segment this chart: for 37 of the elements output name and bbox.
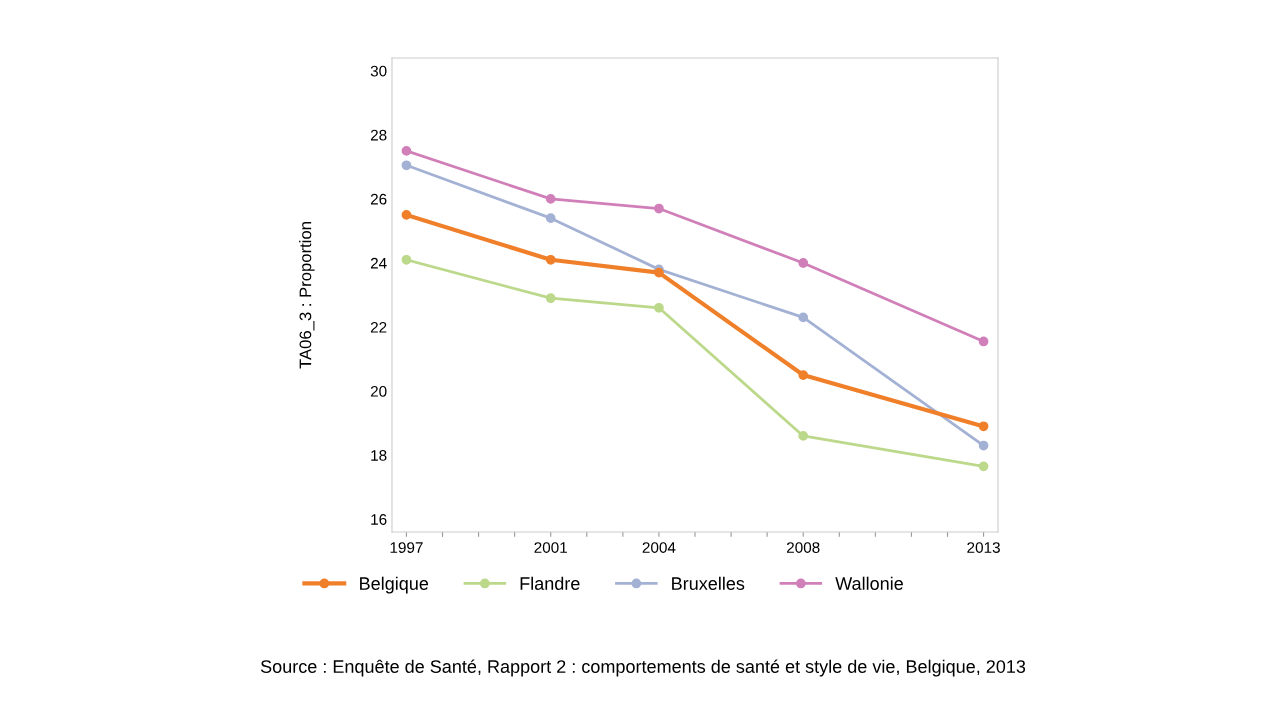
legend-label: Belgique xyxy=(360,576,429,594)
legend-label: Bruxelles xyxy=(672,576,745,590)
point xyxy=(545,194,556,204)
x-tick-label: 1997 xyxy=(390,542,423,553)
point xyxy=(798,431,809,441)
point xyxy=(401,254,412,265)
point xyxy=(798,370,809,380)
y-axis-title: TA06_3 : Proportion xyxy=(299,222,315,369)
point xyxy=(401,160,412,171)
y-tick-label: 30 xyxy=(370,65,387,77)
y-tick-label: 16 xyxy=(371,514,387,525)
point xyxy=(401,146,412,156)
point xyxy=(545,254,556,265)
legend-label: Wallonie xyxy=(835,576,903,590)
source-note: Source : Enquête de Santé, Rapport 2 : comportements de santé et style de vie, Belgique, 2013 xyxy=(260,659,1026,677)
x-tick-label: 2001 xyxy=(534,542,567,553)
point xyxy=(978,421,989,432)
y-tick-label: 20 xyxy=(370,385,387,397)
x-tick-label: 2004 xyxy=(642,542,676,553)
y-tick-label: 28 xyxy=(370,129,387,141)
point xyxy=(545,213,556,223)
point xyxy=(798,312,809,323)
point xyxy=(978,336,989,347)
y-tick-label: 24 xyxy=(370,257,387,269)
y-tick-label: 18 xyxy=(371,450,387,461)
point xyxy=(654,302,664,313)
point xyxy=(401,210,412,220)
legend-label: Flandre xyxy=(520,576,580,590)
x-tick-label: 2013 xyxy=(967,542,1000,553)
point xyxy=(654,203,664,214)
y-tick-label: 26 xyxy=(370,193,387,205)
point xyxy=(545,293,556,304)
x-tick-label: 2008 xyxy=(786,542,820,553)
point xyxy=(978,461,989,472)
point xyxy=(978,440,989,451)
point xyxy=(798,258,809,268)
y-tick-label: 22 xyxy=(370,321,387,333)
